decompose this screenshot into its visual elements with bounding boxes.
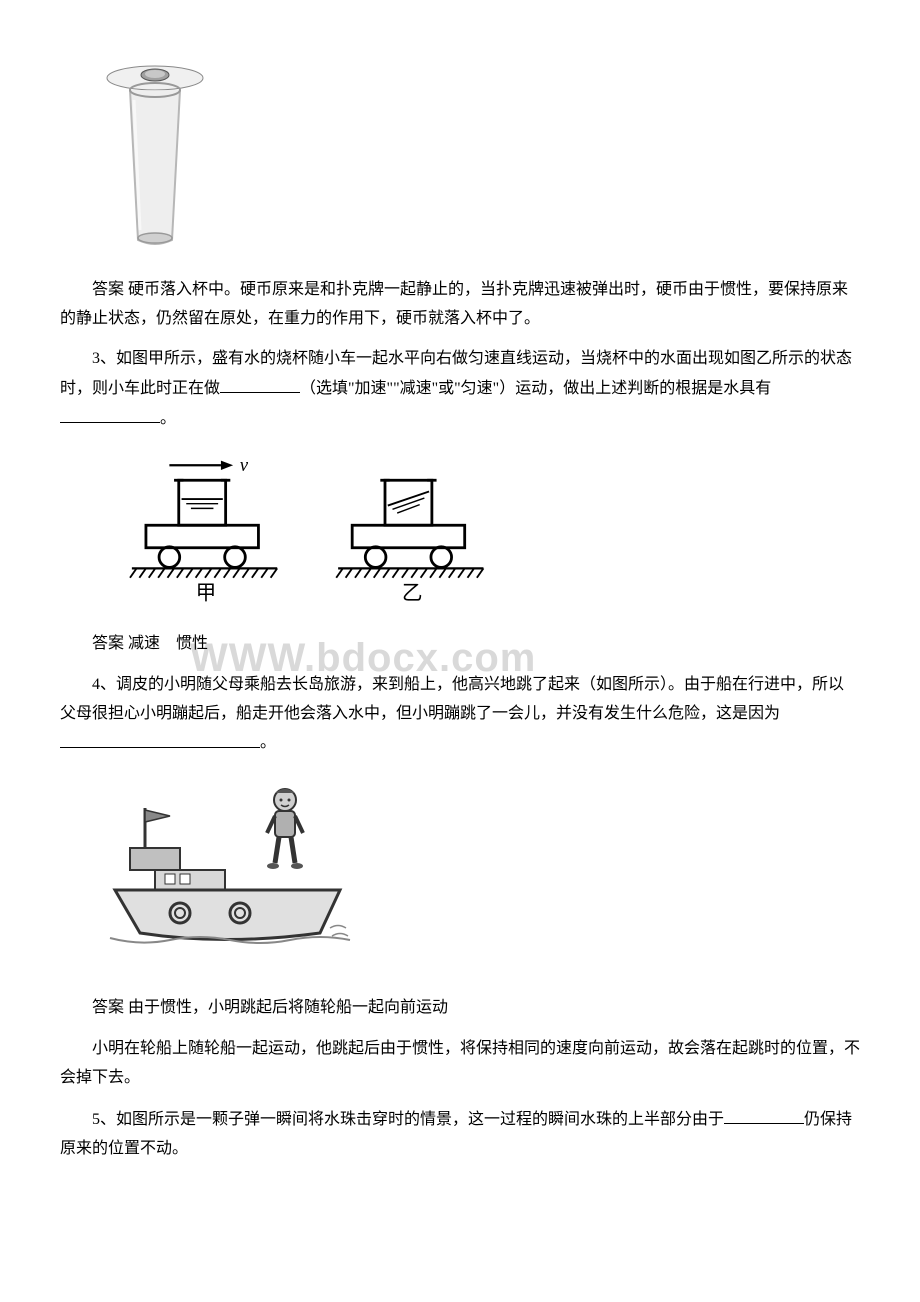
- q4-explain: 小明在轮船上随轮船一起运动，他跳起后由于惯性，将保持相同的速度向前运动，故会落在…: [60, 1035, 860, 1093]
- q4-number: 4、: [92, 676, 116, 693]
- q3-answer: 答案 减速 惯性: [60, 630, 860, 659]
- carts-svg: v 甲: [100, 454, 520, 604]
- q4-answer: 答案 由于惯性，小明跳起后将随轮船一起向前运动: [60, 994, 860, 1023]
- velocity-label: v: [240, 455, 249, 476]
- caption-jia: 甲: [196, 582, 217, 604]
- q3-blank-2: [60, 404, 160, 423]
- q3-period: 。: [160, 410, 176, 427]
- q3-question: 3、如图甲所示，盛有水的烧杯随小车一起水平向右做匀速直线运动，当烧杯中的水面出现…: [60, 345, 860, 434]
- q4-question: 4、调皮的小明随父母乘船去长岛旅游，来到船上，他高兴地跳了起来（如图所示）。由于…: [60, 671, 860, 759]
- q4-period: 。: [260, 735, 276, 752]
- q3-answer-text: 减速 惯性: [128, 635, 208, 652]
- q4-blank: [60, 728, 260, 747]
- q4-answer-label: 答案: [92, 999, 124, 1016]
- figure-carts: v 甲: [100, 454, 860, 615]
- q5-question: 5、如图所示是一颗子弹一瞬间将水珠击穿时的情景，这一过程的瞬间水珠的上半部分由于…: [60, 1105, 860, 1164]
- q3-number: 3、: [92, 350, 116, 367]
- q5-text-a: 如图所示是一颗子弹一瞬间将水珠击穿时的情景，这一过程的瞬间水珠的上半部分由于: [116, 1111, 724, 1128]
- q3-answer-label: 答案: [92, 635, 124, 652]
- q5-number: 5、: [92, 1111, 116, 1128]
- q3-hint: （选填"加速""减速"或"匀速"）运动，做出上述判断的根据是水具有: [300, 380, 771, 397]
- figure-boat: [100, 778, 860, 979]
- cup-coin-svg: [100, 60, 210, 250]
- q4-text-a: 调皮的小明随父母乘船去长岛旅游，来到船上，他高兴地跳了起来（如图所示）。由于船在…: [60, 676, 844, 722]
- q3-answer-wrap: WWW.bdocx.com 答案 减速 惯性: [60, 630, 860, 659]
- q2-answer: 答案 硬币落入杯中。硬币原来是和扑克牌一起静止的，当扑克牌迅速被弹出时，硬币由于…: [60, 276, 860, 334]
- caption-yi: 乙: [402, 582, 423, 604]
- figure-cup-coin: [100, 60, 860, 261]
- q5-blank: [724, 1105, 804, 1124]
- q4-answer-text: 由于惯性，小明跳起后将随轮船一起向前运动: [128, 999, 448, 1016]
- q4-explain-text: 小明在轮船上随轮船一起运动，他跳起后由于惯性，将保持相同的速度向前运动，故会落在…: [60, 1040, 860, 1086]
- q3-blank-1: [220, 374, 300, 393]
- q2-answer-text: 硬币落入杯中。硬币原来是和扑克牌一起静止的，当扑克牌迅速被弹出时，硬币由于惯性，…: [60, 281, 848, 327]
- boat-svg: [100, 778, 360, 968]
- q2-answer-label: 答案: [92, 281, 124, 298]
